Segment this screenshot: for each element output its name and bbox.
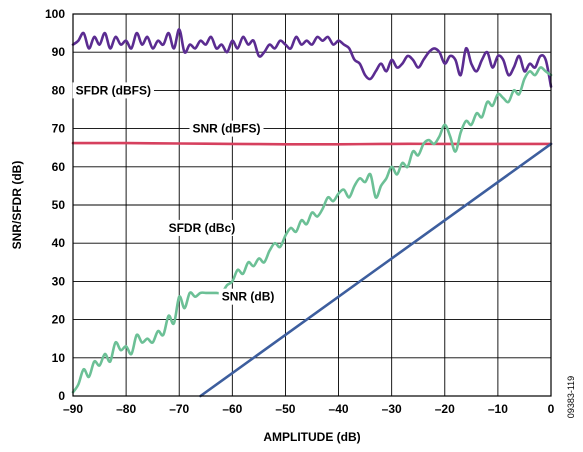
x-tick-label: –40 [329, 402, 349, 416]
x-tick-label: –30 [382, 402, 402, 416]
x-axis-title: AMPLITUDE (dB) [263, 430, 360, 444]
y-tick-label: 70 [52, 122, 66, 136]
snr-db-label: SNR (dB) [222, 290, 275, 304]
y-tick-label: 50 [52, 198, 66, 212]
sfdr-dbc-label-group: SFDR (dBc) [165, 219, 239, 236]
figure-id: 09383-119 [566, 376, 576, 418]
sfdr-dbfs-label-group: SFDR (dBFS) [72, 82, 154, 99]
snr-db-line [199, 142, 553, 398]
snr-db-label-group: SNR (dB) [218, 288, 278, 305]
sfdr-dbfs-line [71, 27, 553, 88]
x-tick-label: –90 [63, 402, 83, 416]
plot-frame [72, 13, 552, 397]
sfdr-dbc-line [71, 66, 553, 394]
x-tick-label: –60 [222, 402, 242, 416]
x-tick-label: 0 [548, 402, 555, 416]
y-tick-label: 20 [52, 313, 66, 327]
x-tick-label: –80 [116, 402, 136, 416]
sfdr-dbc-label-background [165, 219, 239, 236]
snr-db-label-background [218, 288, 278, 305]
y-tick-label: 10 [52, 351, 66, 365]
sfdr-dbfs-label: SFDR (dBFS) [76, 83, 151, 97]
snr-dbfs-label-background [189, 120, 264, 137]
y-axis-title: SNR/SFDR (dB) [10, 161, 24, 250]
y-tick-label: 30 [52, 274, 66, 288]
y-tick-label: 100 [45, 7, 65, 21]
snr-dbfs-label: SNR (dBFS) [193, 122, 261, 136]
tick-labels: –90 –80 –70 –60 –50 –40 –30 –20 –10 0 0 10 20 30 40 50 6… [45, 7, 555, 416]
y-tick-label: 40 [52, 236, 66, 250]
x-tick-label: –70 [169, 402, 189, 416]
x-tick-label: –20 [435, 402, 455, 416]
y-tick-label: 90 [52, 45, 66, 59]
x-tick-label: –10 [488, 402, 508, 416]
snr-dbfs-line [71, 141, 553, 146]
grid [72, 13, 552, 397]
y-tick-label: 80 [52, 83, 66, 97]
series-labels: SFDR (dBFS) SNR (dBFS) SFDR (dBc) SNR (dB) [72, 82, 278, 305]
sfdr-dbc-label: SFDR (dBc) [169, 221, 236, 235]
snr-dbfs-label-group: SNR (dBFS) [189, 120, 264, 137]
y-tick-label: 0 [58, 389, 65, 403]
y-tick-label: 60 [52, 160, 66, 174]
sfdr-dbfs-label-background [72, 82, 154, 99]
x-tick-label: –50 [275, 402, 295, 416]
series-layer [71, 27, 553, 398]
